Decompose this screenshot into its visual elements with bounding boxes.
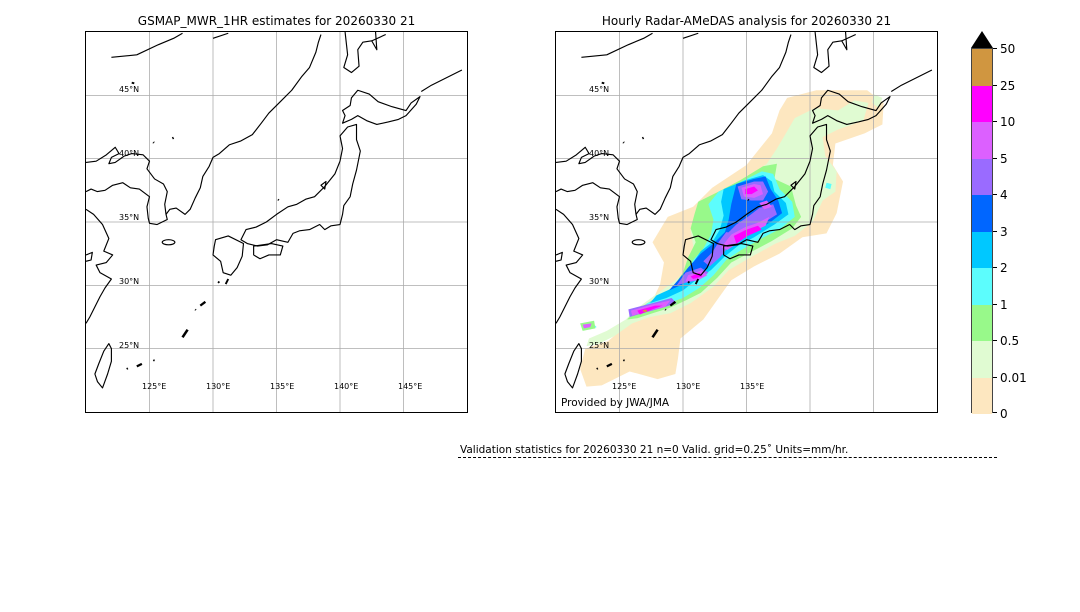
- left-map-gsmap: [85, 31, 468, 413]
- right-lat-label-40: 40°N: [589, 149, 610, 158]
- colorbar-segment-25-50: [972, 49, 992, 86]
- right-map-canvas: [556, 32, 937, 412]
- right-map-title: Hourly Radar-AMeDAS analysis for 2026033…: [601, 14, 892, 28]
- colorbar-label-10: 10: [1000, 115, 1016, 129]
- colorbar-tick: [993, 48, 997, 49]
- colorbar-extend-max-arrow: [971, 31, 993, 48]
- left-lon-label-135: 135°E: [270, 382, 295, 391]
- right-lon-label-135: 135°E: [740, 382, 765, 391]
- validation-divider: [458, 457, 997, 458]
- right-lat-label-35: 35°N: [589, 213, 610, 222]
- right-lat-label-30: 30°N: [589, 277, 610, 286]
- colorbar-tick: [993, 304, 997, 305]
- colorbar-tick: [993, 121, 997, 122]
- right-lat-label-45: 45°N: [589, 85, 610, 94]
- colorbar-tick: [993, 267, 997, 268]
- colorbar-segment-0-0.01: [972, 377, 992, 414]
- colorbar-segment-4-5: [972, 158, 992, 195]
- left-lat-label-30: 30°N: [119, 277, 140, 286]
- colorbar-label-50: 50: [1000, 42, 1016, 56]
- colorbar-label-2: 2: [1000, 261, 1008, 275]
- data-credit: Provided by JWA/JMA: [561, 397, 670, 409]
- left-lat-label-40: 40°N: [119, 149, 140, 158]
- left-map-title: GSMAP_MWR_1HR estimates for 20260330 21: [137, 14, 416, 28]
- left-lon-label-145: 145°E: [398, 382, 423, 391]
- colorbar-tick: [993, 412, 997, 413]
- right-map-radar-amedas: [555, 31, 938, 413]
- colorbar-tick: [993, 377, 997, 378]
- colorbar-segment-3-4: [972, 195, 992, 232]
- colorbar-label-1: 1: [1000, 298, 1008, 312]
- colorbar-tick: [993, 85, 997, 86]
- colorbar-label-3: 3: [1000, 225, 1008, 239]
- left-lat-label-45: 45°N: [119, 85, 140, 94]
- right-lon-label-125: 125°E: [612, 382, 637, 391]
- left-lat-label-25: 25°N: [119, 341, 140, 350]
- colorbar-tick: [993, 340, 997, 341]
- colorbar-tick: [993, 158, 997, 159]
- colorbar-tick: [993, 231, 997, 232]
- colorbar-segment-1-2: [972, 268, 992, 305]
- left-lon-label-125: 125°E: [142, 382, 167, 391]
- colorbar-segment-0.01-0.5: [972, 341, 992, 378]
- colorbar-segment-2-3: [972, 231, 992, 268]
- colorbar-label-25: 25: [1000, 79, 1016, 93]
- colorbar-segment-5-10: [972, 122, 992, 159]
- validation-statistics: Validation statistics for 20260330 21 n=…: [460, 444, 849, 456]
- colorbar-tick: [993, 194, 997, 195]
- left-lat-label-35: 35°N: [119, 213, 140, 222]
- colorbar-label-0: 0: [1000, 407, 1008, 421]
- precipitation-field: [580, 90, 884, 387]
- right-lat-label-25: 25°N: [589, 341, 610, 350]
- right-lon-label-130: 130°E: [676, 382, 701, 391]
- colorbar-label-4: 4: [1000, 188, 1008, 202]
- colorbar-segment-10-25: [972, 85, 992, 122]
- colorbar: [971, 48, 993, 414]
- colorbar-label-0.5: 0.5: [1000, 334, 1020, 348]
- left-lon-label-130: 130°E: [206, 382, 231, 391]
- colorbar-label-0.01: 0.01: [1000, 371, 1027, 385]
- left-lon-label-140: 140°E: [334, 382, 359, 391]
- left-map-canvas: [86, 32, 467, 412]
- colorbar-label-5: 5: [1000, 152, 1008, 166]
- colorbar-segment-0.5-1: [972, 304, 992, 341]
